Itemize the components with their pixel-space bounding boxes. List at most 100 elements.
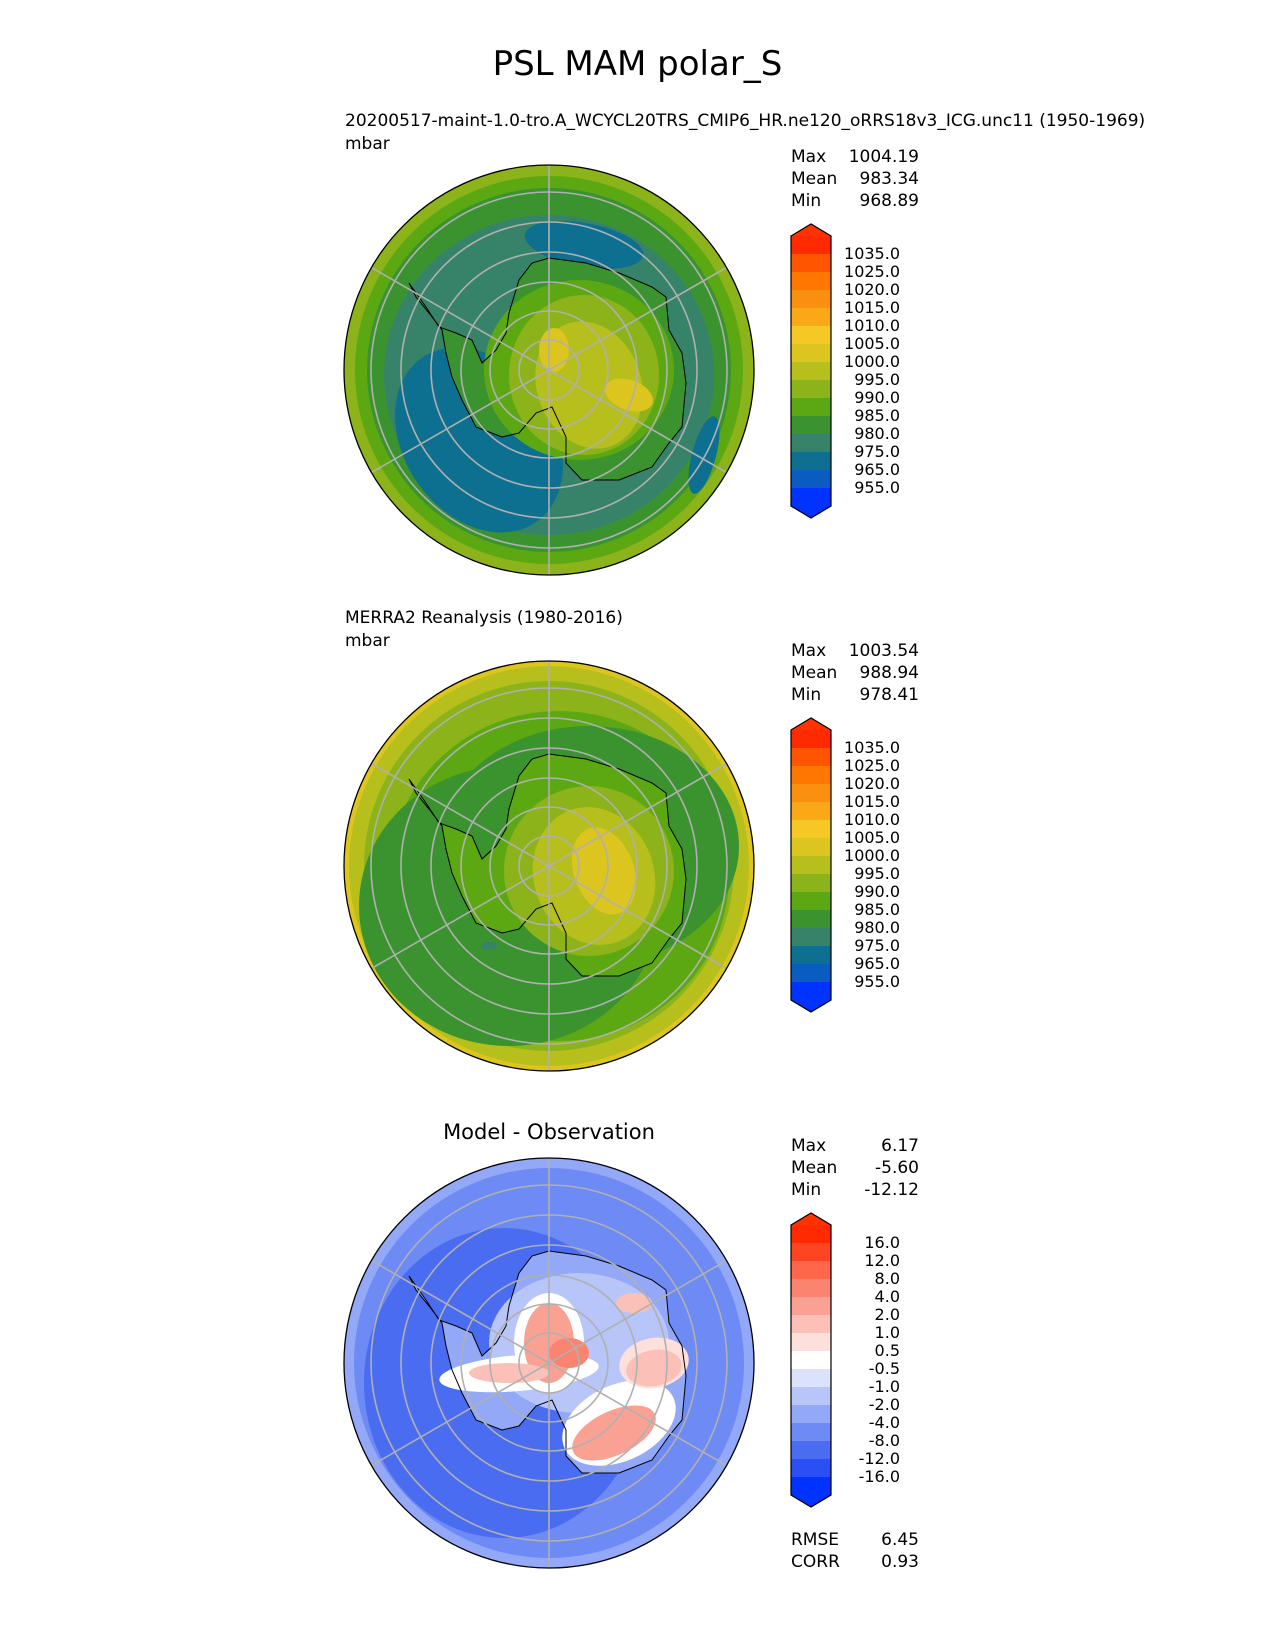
stat-label: Mean [791, 663, 838, 683]
contour-band [604, 378, 654, 412]
colorbar-block [791, 838, 831, 857]
metric-label: CORR [791, 1552, 840, 1572]
colorbar-block [791, 380, 831, 399]
colorbar-block [791, 910, 831, 929]
panel-2-title: MERRA2 Reanalysis (1980-2016) [345, 608, 623, 628]
colorbar-tick-label: 1010.0 [844, 810, 900, 829]
colorbar-block [791, 452, 831, 471]
colorbar-block [791, 254, 831, 273]
colorbar-tick-label: 990.0 [854, 388, 900, 407]
panel-3-stat-min: Min -12.12 [791, 1180, 919, 1200]
contour-field [344, 661, 754, 1071]
colorbar-block [791, 1315, 831, 1334]
colorbar-tick-label: 1.0 [874, 1323, 900, 1342]
colorbar-1 [790, 223, 832, 519]
longitude-gridline [371, 266, 727, 474]
stat-value: -5.60 [875, 1158, 919, 1178]
colorbar-tick-label: -2.0 [868, 1395, 900, 1414]
colorbar-block [791, 1279, 831, 1298]
colorbar-block [791, 344, 831, 363]
colorbar-tick-label: 1010.0 [844, 316, 900, 335]
panel-2-stat-mean: Mean 988.94 [791, 663, 919, 683]
colorbar-tick-label: -12.0 [858, 1449, 900, 1468]
metric-label: RMSE [791, 1530, 840, 1550]
colorbar-tick-label: 8.0 [874, 1269, 900, 1288]
contour-band [688, 416, 720, 494]
colorbar-block [791, 1369, 831, 1388]
colorbar-outline [790, 1212, 832, 1508]
polar-map-panel-2 [343, 660, 755, 1072]
coastline [408, 1250, 687, 1474]
colorbar-tick-label: 995.0 [854, 370, 900, 389]
graticule [370, 165, 728, 575]
colorbar-tick-label: 1000.0 [844, 846, 900, 865]
colorbar-outline [790, 717, 832, 1013]
colorbar-tick-label: 1015.0 [844, 298, 900, 317]
stat-value: 983.34 [859, 169, 919, 189]
colorbar-tick-label: 955.0 [854, 478, 900, 497]
colorbar-tick-label: 975.0 [854, 936, 900, 955]
colorbar-tick-label: -0.5 [868, 1359, 900, 1378]
stat-label: Min [791, 191, 822, 211]
colorbar-block [791, 308, 831, 327]
colorbar-extend-min [791, 506, 831, 518]
figure-title: PSL MAM polar_S [492, 44, 783, 84]
panel-2-units: mbar [345, 631, 390, 651]
metric-value: 6.45 [881, 1530, 919, 1550]
panel-1-units: mbar [345, 134, 390, 154]
colorbar-block [791, 820, 831, 839]
colorbar-block [791, 1477, 831, 1496]
polar-map-panel-3 [343, 1157, 755, 1569]
graticule [370, 661, 728, 1071]
stat-value: -12.12 [864, 1180, 919, 1200]
colorbar-block [791, 272, 831, 291]
panel-3-stat-max: Max 6.17 [791, 1136, 919, 1156]
colorbar-extend-min [791, 1495, 831, 1507]
stat-label: Min [791, 1180, 822, 1200]
colorbar-block [791, 946, 831, 965]
colorbar-tick-label: 1025.0 [844, 262, 900, 281]
colorbar-tick-label: 1015.0 [844, 792, 900, 811]
colorbar-tick-label: -8.0 [868, 1431, 900, 1450]
stat-label: Max [791, 1136, 827, 1156]
colorbar-tick-label: 985.0 [854, 406, 900, 425]
panel-2-stat-min: Min 978.41 [791, 685, 919, 705]
polar-map-panel-1 [343, 164, 755, 576]
colorbar-block [791, 1423, 831, 1442]
colorbar-block [791, 1405, 831, 1424]
stat-value: 1003.54 [848, 641, 919, 661]
colorbar-tick-label: 975.0 [854, 442, 900, 461]
colorbar-tick-label: 1020.0 [844, 774, 900, 793]
colorbar-tick-label: 980.0 [854, 424, 900, 443]
colorbar-tick-label: 1000.0 [844, 352, 900, 371]
colorbar-block [791, 1243, 831, 1262]
stat-label: Mean [791, 1158, 838, 1178]
graticule [370, 1158, 728, 1568]
colorbar-3 [790, 1212, 832, 1508]
colorbar-block [791, 748, 831, 767]
colorbar-tick-label: 995.0 [854, 864, 900, 883]
colorbar-extend-max [791, 224, 831, 236]
panel-2-stat-max: Max 1003.54 [791, 641, 919, 661]
colorbar-block [791, 398, 831, 417]
colorbar-block [791, 236, 831, 255]
stat-label: Max [791, 641, 827, 661]
coastline [408, 257, 687, 481]
panel-3-stat-mean: Mean -5.60 [791, 1158, 919, 1178]
colorbar-tick-label: 12.0 [864, 1251, 900, 1270]
stat-value: 988.94 [859, 663, 919, 683]
colorbar-block [791, 434, 831, 453]
contour-band [571, 827, 637, 915]
colorbar-block [791, 802, 831, 821]
colorbar-block [791, 1459, 831, 1478]
contour-band [481, 942, 497, 950]
stat-label: Max [791, 147, 827, 167]
contour-field [344, 165, 754, 575]
colorbar-block [791, 1297, 831, 1316]
colorbar-block [791, 766, 831, 785]
colorbar-block [791, 964, 831, 983]
colorbar-block [791, 856, 831, 875]
panel-1-title: 20200517-maint-1.0-tro.A_WCYCL20TRS_CMIP… [345, 111, 1146, 131]
contour-band [626, 1349, 682, 1387]
